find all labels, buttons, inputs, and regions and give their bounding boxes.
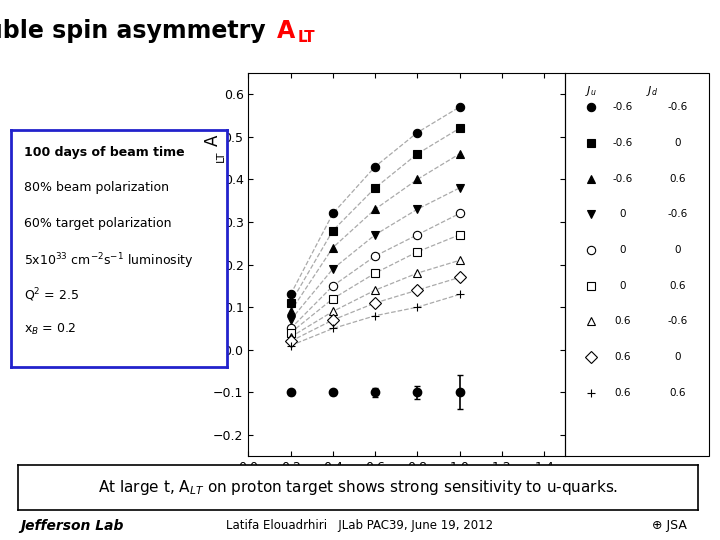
Text: LT: LT — [297, 30, 315, 45]
Text: Jefferson Lab: Jefferson Lab — [20, 519, 124, 533]
Text: $J_u$: $J_u$ — [585, 84, 597, 98]
Text: -0.6: -0.6 — [613, 174, 633, 184]
Text: 80% beam polarization: 80% beam polarization — [24, 181, 168, 194]
Text: 5x10$^{33}$ cm$^{-2}$s$^{-1}$ luminosity: 5x10$^{33}$ cm$^{-2}$s$^{-1}$ luminosity — [24, 252, 194, 271]
Text: Double spin asymmetry: Double spin asymmetry — [0, 19, 274, 43]
Text: 0.6: 0.6 — [670, 174, 685, 184]
Text: 0: 0 — [674, 352, 681, 362]
Text: 0.6: 0.6 — [670, 388, 685, 397]
Text: 0: 0 — [619, 281, 626, 291]
Text: 0.6: 0.6 — [615, 388, 631, 397]
Text: -0.6: -0.6 — [667, 103, 688, 112]
X-axis label: t: t — [403, 477, 410, 495]
Text: LT: LT — [216, 151, 226, 163]
Text: At large t, A$_{LT}$ on proton target shows strong sensitivity to u-quarks.: At large t, A$_{LT}$ on proton target sh… — [98, 478, 618, 497]
Text: $J_d$: $J_d$ — [646, 84, 657, 98]
Text: 0: 0 — [619, 210, 626, 219]
Text: -0.6: -0.6 — [667, 210, 688, 219]
Text: 60% target polarization: 60% target polarization — [24, 217, 171, 230]
Text: 0: 0 — [619, 245, 626, 255]
Text: 0.6: 0.6 — [670, 281, 685, 291]
Text: Q$^2$ = 2.5: Q$^2$ = 2.5 — [24, 287, 79, 305]
Text: Latifa Elouadrhiri   JLab PAC39, June 19, 2012: Latifa Elouadrhiri JLab PAC39, June 19, … — [226, 519, 494, 532]
Text: -0.6: -0.6 — [613, 103, 633, 112]
Text: ⊕ JSA: ⊕ JSA — [652, 519, 687, 532]
Text: 100 days of beam time: 100 days of beam time — [24, 146, 184, 159]
Text: -0.6: -0.6 — [613, 138, 633, 148]
Text: 0: 0 — [674, 245, 681, 255]
Text: A: A — [203, 134, 222, 146]
Text: 0: 0 — [674, 138, 681, 148]
Text: 0.6: 0.6 — [615, 316, 631, 326]
Text: -0.6: -0.6 — [667, 316, 688, 326]
Text: A: A — [277, 19, 295, 43]
Text: 0.6: 0.6 — [615, 352, 631, 362]
Text: x$_B$ = 0.2: x$_B$ = 0.2 — [24, 322, 76, 337]
